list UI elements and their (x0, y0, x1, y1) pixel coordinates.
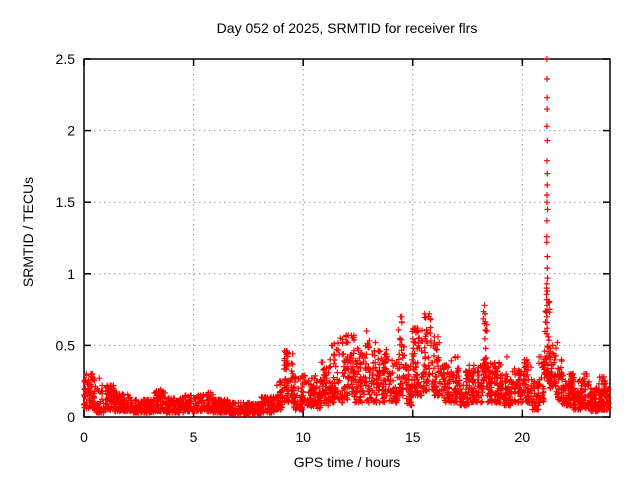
y-tick-label: 0 (67, 409, 75, 425)
y-tick-label: 1.5 (56, 194, 76, 210)
x-tick-label: 15 (405, 429, 421, 445)
y-tick-label: 1 (67, 266, 75, 282)
y-axis-title: SRMTID / TECUs (20, 176, 36, 288)
x-axis-title: GPS time / hours (293, 454, 401, 470)
y-tick-label: 2 (67, 123, 75, 139)
y-tick-label: 0.5 (56, 337, 76, 353)
x-tick-label: 5 (190, 429, 198, 445)
y-tick-label: 2.5 (56, 51, 76, 67)
data-points-srmtid (81, 56, 612, 418)
x-tick-label: 20 (515, 429, 531, 445)
chart-title: Day 052 of 2025, SRMTID for receiver flr… (216, 20, 478, 36)
plot-border (83, 58, 611, 418)
x-tick-label: 0 (80, 429, 88, 445)
x-tick-label: 10 (295, 429, 311, 445)
